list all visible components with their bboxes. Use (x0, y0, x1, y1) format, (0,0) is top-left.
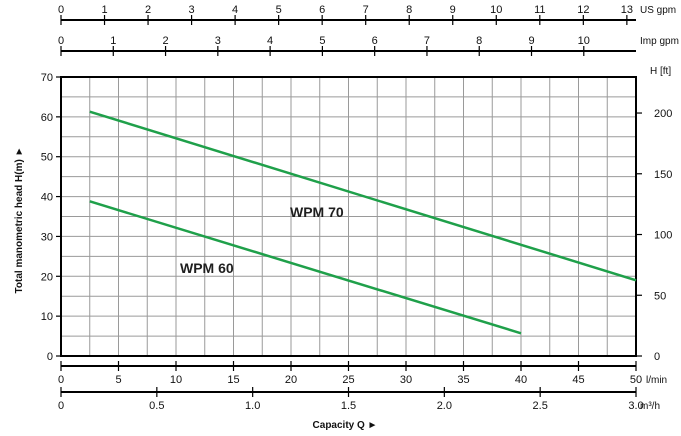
ft-tick-label: 150 (654, 169, 672, 181)
pump-curves (89, 110, 637, 335)
secondary-tick-label: 9 (450, 4, 456, 16)
lpm-tick-label: 15 (227, 374, 239, 386)
secondary-tick-label: 3.0 (628, 400, 643, 412)
y-tick-label: 10 (41, 311, 53, 323)
secondary-unit-label: m³/h (640, 401, 660, 412)
x-axis-title: Capacity Q ► (313, 420, 378, 431)
secondary-tick-label: 6 (372, 35, 378, 47)
y-tick-label: 60 (41, 112, 53, 124)
secondary-tick-label: 13 (621, 4, 633, 16)
ft-tick-label: 200 (654, 108, 672, 120)
lpm-tick-label: 40 (515, 374, 527, 386)
grid-lines (60, 76, 637, 357)
secondary-tick-label: 11 (534, 4, 545, 16)
series-label-wpm70: WPM 70 (290, 204, 344, 220)
secondary-tick-label: 1 (110, 35, 116, 47)
secondary-tick-label: 4 (267, 35, 273, 47)
secondary-tick-label: 0.5 (149, 400, 164, 412)
curve-wpm-70 (89, 110, 637, 282)
y-tick-label: 50 (41, 152, 53, 164)
secondary-tick-label: 6 (319, 4, 325, 16)
y-tick-label: 30 (41, 231, 53, 243)
secondary-tick-label: 0 (58, 400, 64, 412)
secondary-tick-label: 8 (406, 4, 412, 16)
secondary-tick-label: 5 (276, 4, 282, 16)
secondary-tick-label: 7 (363, 4, 369, 16)
secondary-tick-label: 9 (528, 35, 534, 47)
ft-tick-label: 100 (654, 230, 672, 242)
secondary-tick-label: 7 (424, 35, 430, 47)
secondary-tick-label: 0 (58, 35, 64, 47)
secondary-tick-label: 0 (58, 4, 64, 16)
y-tick-label: 40 (41, 192, 53, 204)
lpm-tick-label: 10 (170, 374, 182, 386)
secondary-tick-label: 2 (145, 4, 151, 16)
secondary-tick-label: 1 (101, 4, 107, 16)
lpm-tick-label: 45 (572, 374, 584, 386)
curve-wpm-60 (89, 200, 522, 335)
secondary-tick-label: 4 (232, 4, 238, 16)
secondary-tick-label: 3 (215, 35, 221, 47)
y-tick-label: 70 (41, 72, 53, 84)
ft-tick-label: 0 (654, 351, 660, 363)
secondary-tick-label: 5 (319, 35, 325, 47)
secondary-tick-label: 2.5 (533, 400, 548, 412)
secondary-tick-label: 1.5 (341, 400, 356, 412)
lpm-tick-label: 0 (58, 374, 64, 386)
lpm-unit-label: l/min (646, 375, 667, 386)
secondary-unit-label: Imp gpm (640, 36, 679, 47)
secondary-tick-label: 8 (476, 35, 482, 47)
y-tick-label: 0 (47, 351, 53, 363)
y-axis-title: Total manometric head H(m) ► (14, 147, 25, 294)
lpm-tick-label: 20 (285, 374, 297, 386)
secondary-tick-label: 10 (578, 35, 590, 47)
ft-tick-label: 50 (654, 290, 666, 302)
lpm-tick-label: 35 (457, 374, 469, 386)
lpm-tick-label: 25 (342, 374, 354, 386)
secondary-tick-label: 3 (189, 4, 195, 16)
lpm-tick-label: 30 (400, 374, 412, 386)
secondary-tick-label: 10 (490, 4, 502, 16)
axes (56, 15, 642, 397)
series-label-wpm60: WPM 60 (180, 260, 234, 276)
plot-frame (60, 76, 637, 357)
y-tick-label: 20 (41, 271, 53, 283)
secondary-tick-label: 1.0 (245, 400, 260, 412)
secondary-tick-label: 2.0 (437, 400, 452, 412)
ft-unit-label: H [ft] (650, 66, 671, 77)
lpm-tick-label: 50 (630, 374, 642, 386)
secondary-tick-label: 2 (162, 35, 168, 47)
lpm-tick-label: 5 (115, 374, 121, 386)
secondary-unit-label: US gpm (640, 5, 676, 16)
secondary-tick-label: 12 (577, 4, 589, 16)
